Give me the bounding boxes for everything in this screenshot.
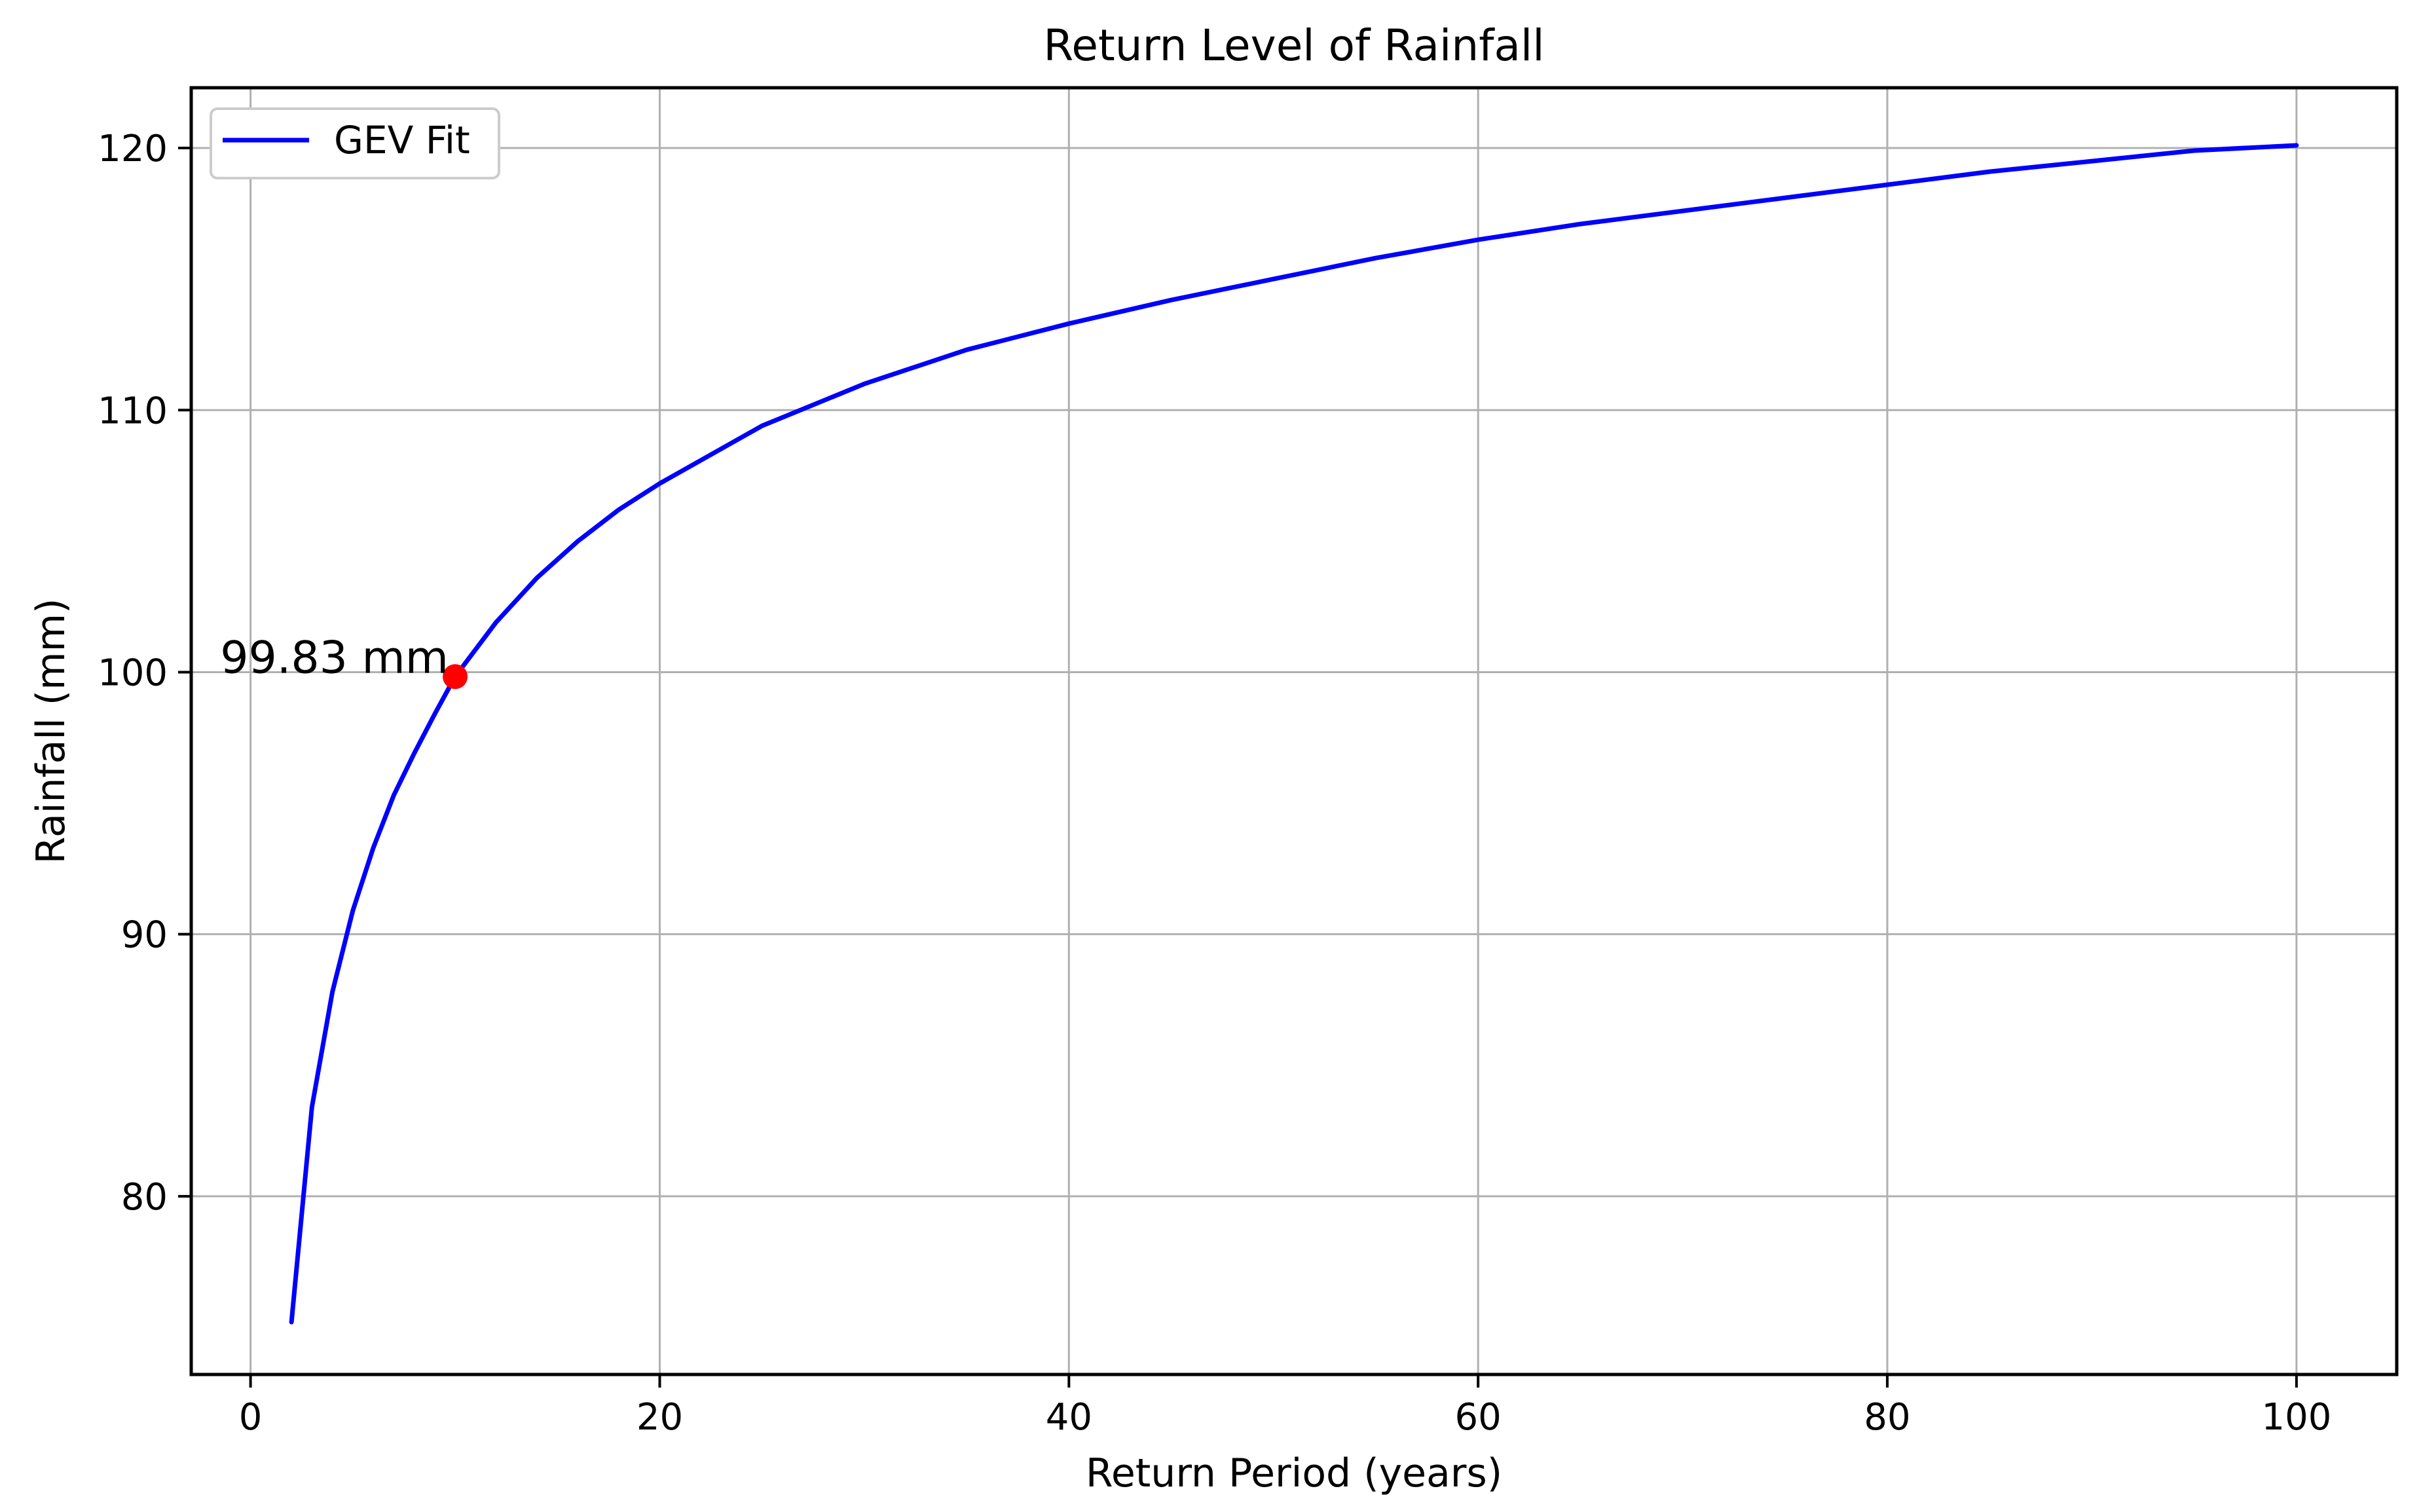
legend-label: GEV Fit bbox=[334, 118, 470, 162]
x-tick-label: 20 bbox=[637, 1396, 683, 1439]
annotation-point bbox=[443, 664, 468, 690]
x-axis-label: Return Period (years) bbox=[1086, 1450, 1502, 1496]
annotations: 99.83 mm bbox=[220, 632, 468, 690]
y-tick-label: 110 bbox=[98, 390, 168, 432]
x-tick-label: 60 bbox=[1455, 1396, 1502, 1439]
y-tick-label: 80 bbox=[121, 1176, 168, 1219]
series-line-gev-fit bbox=[289, 143, 2299, 1325]
x-tick-label: 0 bbox=[239, 1396, 263, 1439]
x-tick-label: 100 bbox=[2261, 1396, 2331, 1439]
series-layer bbox=[289, 143, 2299, 1325]
y-tick-label: 100 bbox=[98, 652, 168, 694]
grid bbox=[191, 88, 2397, 1374]
y-tick-label: 90 bbox=[121, 914, 168, 957]
legend-box bbox=[210, 107, 500, 179]
plot-frame bbox=[189, 86, 2399, 1376]
ticks: 0 20 40 60 80 100 80 90 100 110 120 bbox=[98, 128, 2331, 1439]
y-tick-label: 120 bbox=[98, 128, 168, 170]
legend: GEV Fit bbox=[210, 107, 500, 179]
y-axis-label: Rainfall (mm) bbox=[28, 599, 74, 864]
annotation-label: 99.83 mm bbox=[220, 632, 449, 684]
chart-title: Return Level of Rainfall bbox=[1043, 20, 1544, 71]
x-tick-label: 40 bbox=[1046, 1396, 1092, 1439]
x-tick-label: 80 bbox=[1864, 1396, 1910, 1439]
